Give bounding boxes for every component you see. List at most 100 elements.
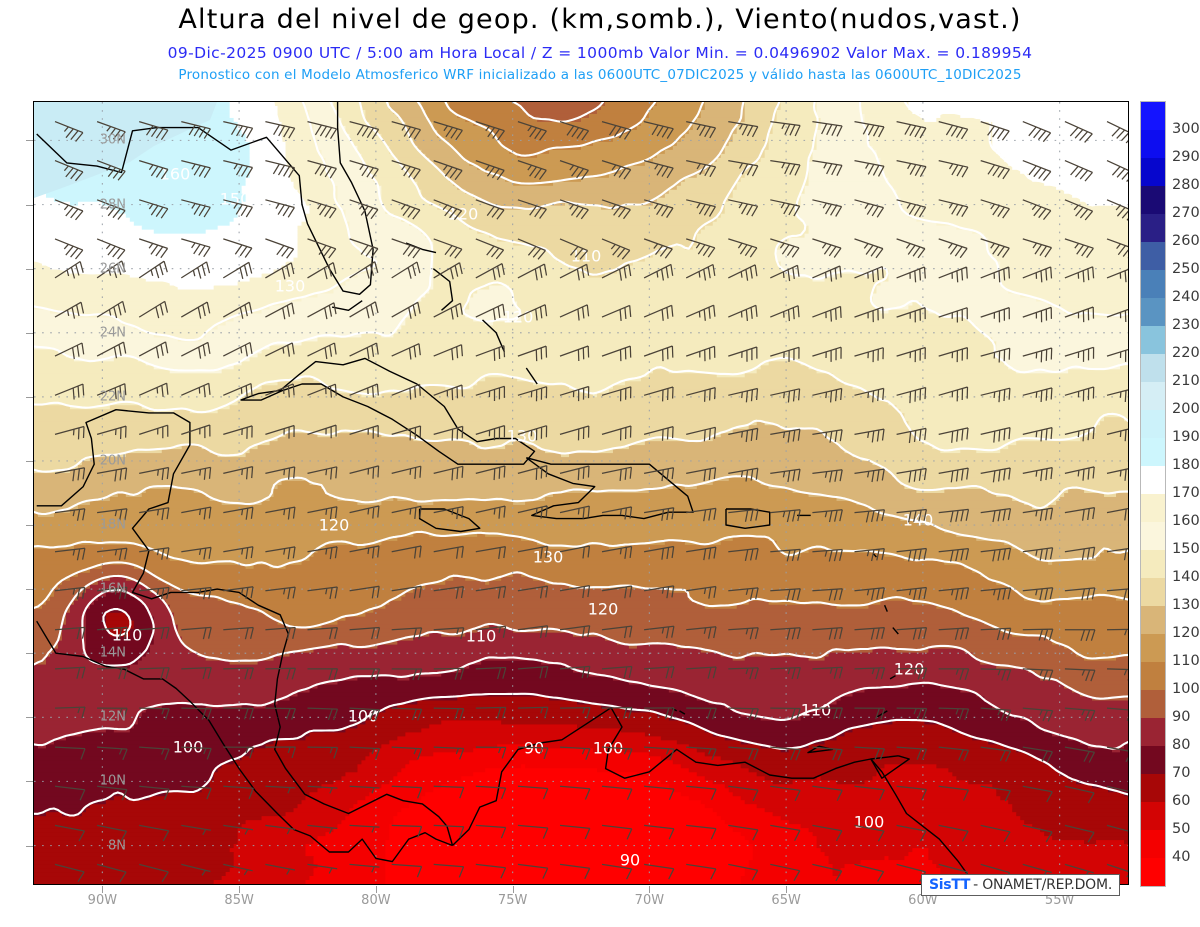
- colorbar-band: [1141, 354, 1165, 382]
- lat-tick-mark: [26, 653, 33, 655]
- agency-label: - ONAMET/REP.DOM.: [973, 877, 1113, 893]
- colorbar-band: [1141, 326, 1165, 354]
- lat-tick-mark: [26, 140, 33, 142]
- colorbar-band: [1141, 774, 1165, 802]
- colorbar-band: [1141, 102, 1165, 130]
- colorbar-band: [1141, 466, 1165, 494]
- lat-tick-mark: [26, 589, 33, 591]
- lat-tick-label: 26N: [99, 261, 126, 277]
- colorbar-band: [1141, 718, 1165, 746]
- colorbar-band: [1141, 242, 1165, 270]
- lat-tick-label: 30N: [99, 132, 126, 148]
- lat-tick-label: 20N: [99, 453, 126, 469]
- lat-tick-label: 12N: [99, 709, 126, 725]
- lat-tick-mark: [26, 525, 33, 527]
- colorbar-tick-label: 100: [1172, 681, 1200, 697]
- colorbar-tick-label: 120: [1172, 625, 1200, 641]
- colorbar-band: [1141, 382, 1165, 410]
- gulf-shelf-water: [34, 102, 217, 198]
- colorbar-tick-label: 200: [1172, 401, 1200, 417]
- colorbar-tick-label: 250: [1172, 261, 1200, 277]
- colorbar-band: [1141, 690, 1165, 718]
- contour-label: 140: [903, 511, 934, 530]
- lon-tick-label: 55W: [1044, 893, 1075, 908]
- lat-tick-label: 8N: [108, 838, 126, 854]
- colorbar-band: [1141, 270, 1165, 298]
- colorbar-band: [1141, 186, 1165, 214]
- colorbar[interactable]: [1140, 101, 1166, 887]
- geopotential-contour-lines: [34, 102, 1128, 817]
- colorbar-tick-label: 130: [1172, 597, 1200, 613]
- colorbar-band: [1141, 606, 1165, 634]
- lat-tick-mark: [26, 460, 33, 462]
- colorbar-tick-label: 290: [1172, 149, 1200, 165]
- contour-label: 120: [588, 600, 619, 619]
- colorbar-tick-label: 280: [1172, 177, 1200, 193]
- colorbar-band: [1141, 858, 1165, 886]
- colorbar-band: [1141, 298, 1165, 326]
- lon-tick-label: 80W: [361, 893, 391, 908]
- contour-label: 150: [220, 190, 251, 209]
- lat-tick-mark: [26, 717, 33, 719]
- colorbar-band: [1141, 214, 1165, 242]
- colorbar-tick-label: 60: [1172, 793, 1191, 809]
- colorbar-band: [1141, 634, 1165, 662]
- colorbar-tick-label: 150: [1172, 541, 1200, 557]
- credit-badge: SisTT - ONAMET/REP.DOM.: [921, 874, 1121, 896]
- lat-tick-label: 28N: [99, 197, 126, 213]
- colorbar-tick-label: 140: [1172, 569, 1200, 585]
- contour-label: 130: [275, 277, 306, 296]
- lat-tick-label: 10N: [99, 773, 126, 789]
- lon-tick-mark: [649, 886, 651, 893]
- lat-tick-label: 16N: [99, 581, 126, 597]
- forecast-subtitle-primary: 09-Dic-2025 0900 UTC / 5:00 am Hora Loca…: [167, 44, 1033, 62]
- coastlines: [36, 102, 973, 882]
- lon-tick-label: 60W: [908, 893, 938, 908]
- page-title: Altura del nivel de geop. (km,somb.), Vi…: [178, 4, 1022, 35]
- lon-tick-mark: [512, 886, 514, 893]
- colorbar-band: [1141, 550, 1165, 578]
- colorbar-tick-label: 90: [1172, 709, 1191, 725]
- lat-tick-label: 24N: [99, 325, 126, 341]
- graticule-grid: [34, 102, 1128, 884]
- lon-tick-label: 90W: [87, 893, 118, 908]
- map-container[interactable]: 160 150 130 120 110 120 130 130 120 140 110 120 110 1…: [33, 101, 1129, 885]
- lon-tick-label: 75W: [497, 893, 528, 908]
- lat-tick-label: 18N: [99, 517, 126, 533]
- lat-tick-label: 14N: [99, 645, 126, 661]
- colorbar-tick-label: 160: [1172, 513, 1200, 529]
- lat-tick-mark: [26, 268, 33, 270]
- sistt-logo: SisTT: [929, 877, 971, 893]
- colorbar-tick-label: 110: [1172, 653, 1200, 669]
- lat-tick-mark: [26, 332, 33, 334]
- lat-tick-mark: [26, 781, 33, 783]
- colorbar-band: [1141, 746, 1165, 774]
- contour-label: 130: [533, 548, 564, 567]
- lon-tick-mark: [375, 886, 377, 893]
- lat-tick-label: 22N: [99, 389, 126, 405]
- colorbar-band: [1141, 438, 1165, 466]
- lon-tick-label: 85W: [224, 893, 254, 908]
- colorbar-tick-label: 170: [1172, 485, 1200, 501]
- lon-tick-mark: [239, 886, 241, 893]
- colorbar-band: [1141, 830, 1165, 858]
- contour-label: 110: [571, 247, 602, 266]
- colorbar-band: [1141, 578, 1165, 606]
- colorbar-tick-label: 70: [1172, 765, 1191, 781]
- lon-tick-mark: [102, 886, 104, 893]
- lon-tick-mark: [786, 886, 788, 893]
- colorbar-tick-label: 260: [1172, 233, 1200, 249]
- lon-tick-label: 65W: [771, 893, 801, 908]
- colorbar-tick-label: 180: [1172, 457, 1200, 473]
- contour-label: 100: [348, 707, 379, 726]
- colorbar-band: [1141, 130, 1165, 158]
- colorbar-tick-label: 50: [1172, 821, 1191, 837]
- contour-label: 120: [319, 516, 350, 535]
- colorbar-band: [1141, 494, 1165, 522]
- contour-label: 90: [620, 851, 640, 870]
- wind-barbs: [54, 120, 1128, 883]
- lat-tick-mark: [26, 845, 33, 847]
- contour-label: 110: [466, 627, 497, 646]
- colorbar-band: [1141, 410, 1165, 438]
